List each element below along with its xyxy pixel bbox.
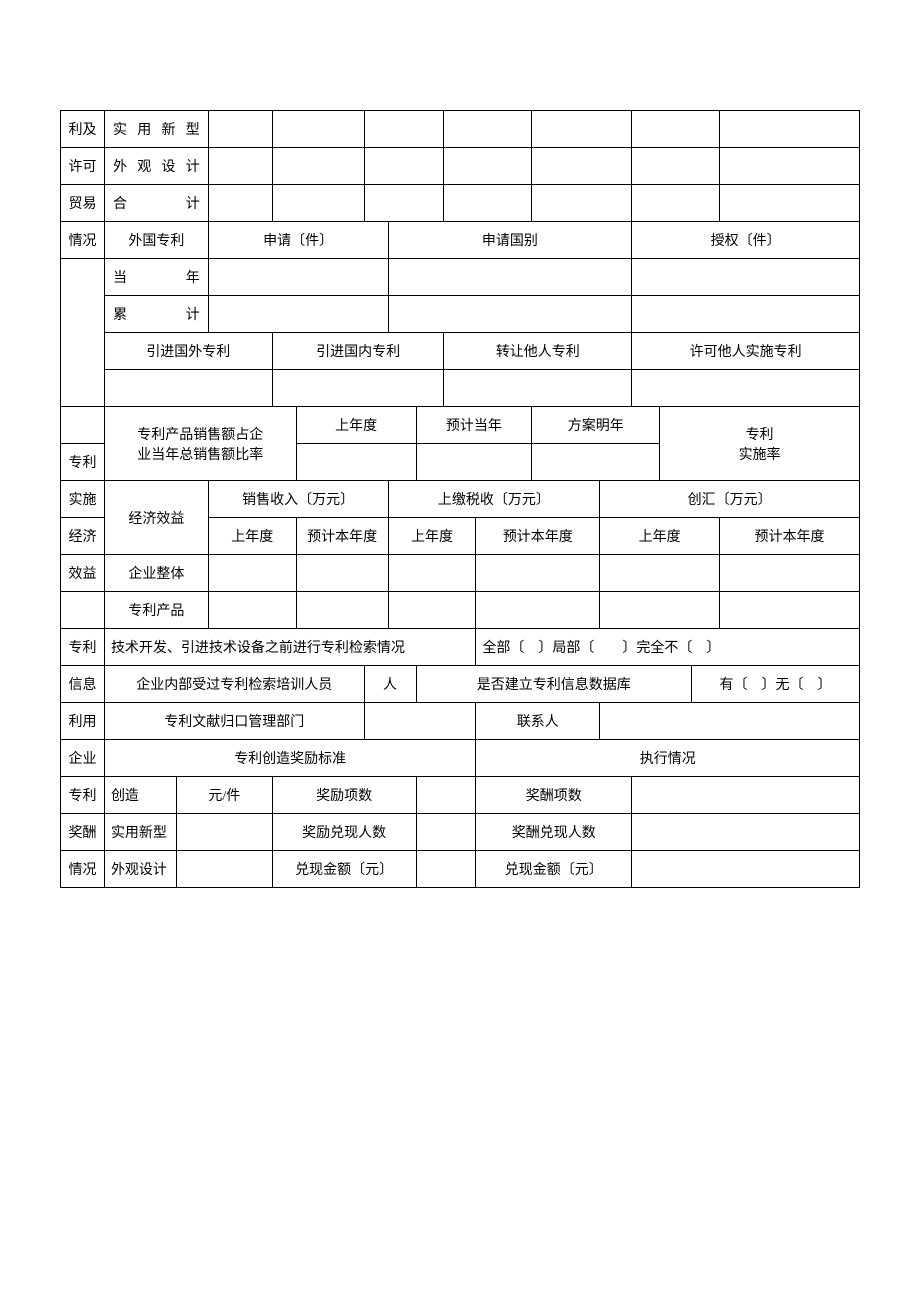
label-current-year: 当 年 xyxy=(104,259,208,296)
label-apply-count: 申请〔件〕 xyxy=(208,222,388,259)
label-foreign-exchange: 创汇〔万元〕 xyxy=(600,481,860,518)
sidebar-s4-r4: 情况 xyxy=(61,851,105,888)
row-design: 外观设计 xyxy=(104,148,208,185)
label-enterprise-whole: 企业整体 xyxy=(104,555,208,592)
sidebar-s1-r3: 贸易 xyxy=(61,185,105,222)
label-search-options: 全部〔 〕局部〔 〕完全不〔 〕 xyxy=(476,629,860,666)
label-last-year-1: 上年度 xyxy=(208,518,296,555)
label-design2: 外观设计 xyxy=(104,851,176,888)
label-last-year-3: 上年度 xyxy=(600,518,720,555)
label-est-year-1: 预计本年度 xyxy=(296,518,388,555)
label-unit-piece: 元/件 xyxy=(176,777,272,814)
label-db-options: 有〔 〕无〔 〕 xyxy=(692,666,860,703)
sidebar-s4-r2: 专利 xyxy=(61,777,105,814)
label-contact: 联系人 xyxy=(476,703,600,740)
label-license-others: 许可他人实施专利 xyxy=(632,333,860,370)
sidebar-s3-r2: 信息 xyxy=(61,666,105,703)
sidebar-s1-r1: 利及 xyxy=(61,111,105,148)
label-person-unit: 人 xyxy=(364,666,416,703)
label-trained-personnel: 企业内部受过专利检索培训人员 xyxy=(104,666,364,703)
sidebar-s2-r1: 专利 xyxy=(61,444,105,481)
label-foreign-patent: 外国专利 xyxy=(104,222,208,259)
label-exec-status: 执行情况 xyxy=(476,740,860,777)
label-cash-amount2: 兑现金额〔元〕 xyxy=(476,851,632,888)
sidebar-s1-r2: 许可 xyxy=(61,148,105,185)
label-import-domestic: 引进国内专利 xyxy=(272,333,444,370)
label-economic-benefit: 经济效益 xyxy=(104,481,208,555)
label-this-year-est: 预计当年 xyxy=(416,407,532,444)
sidebar-s3-r1: 专利 xyxy=(61,629,105,666)
label-bonus-items: 奖酬项数 xyxy=(476,777,632,814)
label-has-database: 是否建立专利信息数据库 xyxy=(416,666,692,703)
label-patent-impl-rate: 专利 实施率 xyxy=(660,407,860,481)
label-creation: 创造 xyxy=(104,777,176,814)
sidebar-s1-r4: 情况 xyxy=(61,222,105,259)
label-search-before: 技术开发、引进技术设备之前进行专利检索情况 xyxy=(104,629,475,666)
patent-form-table: 利及 实用新型 许可 外观设计 贸易 合 计 情况 外国专利 申请〔件〕 申请国… xyxy=(60,110,860,888)
label-reward-people: 奖励兑现人数 xyxy=(272,814,416,851)
sidebar-s4-r1: 企业 xyxy=(61,740,105,777)
label-apply-country: 申请国别 xyxy=(388,222,632,259)
label-patent-product: 专利产品 xyxy=(104,592,208,629)
label-import-foreign: 引进国外专利 xyxy=(104,333,272,370)
label-bonus-people: 奖酬兑现人数 xyxy=(476,814,632,851)
label-last-year-a: 上年度 xyxy=(296,407,416,444)
row-total: 合 计 xyxy=(104,185,208,222)
sidebar-s3-r3: 利用 xyxy=(61,703,105,740)
sidebar-s2-r3: 经济 xyxy=(61,518,105,555)
label-sales-income: 销售收入〔万元〕 xyxy=(208,481,388,518)
label-tax-paid: 上缴税收〔万元〕 xyxy=(388,481,600,518)
label-grant-count: 授权〔件〕 xyxy=(632,222,860,259)
label-est-year-2: 预计本年度 xyxy=(476,518,600,555)
label-doc-dept: 专利文献归口管理部门 xyxy=(104,703,364,740)
label-reward-standard: 专利创造奖励标准 xyxy=(104,740,475,777)
label-cash-amount: 兑现金额〔元〕 xyxy=(272,851,416,888)
label-sales-ratio: 专利产品销售额占企 业当年总销售额比率 xyxy=(104,407,296,481)
label-cumulative: 累 计 xyxy=(104,296,208,333)
label-est-year-3: 预计本年度 xyxy=(720,518,860,555)
label-next-year-plan: 方案明年 xyxy=(532,407,660,444)
sidebar-s2-r2: 实施 xyxy=(61,481,105,518)
label-utility-model: 实用新型 xyxy=(104,814,176,851)
label-last-year-2: 上年度 xyxy=(388,518,476,555)
label-transfer-others: 转让他人专利 xyxy=(444,333,632,370)
sidebar-s2-r4: 效益 xyxy=(61,555,105,592)
label-reward-items: 奖励项数 xyxy=(272,777,416,814)
row-utility-model: 实用新型 xyxy=(104,111,208,148)
sidebar-s4-r3: 奖酬 xyxy=(61,814,105,851)
